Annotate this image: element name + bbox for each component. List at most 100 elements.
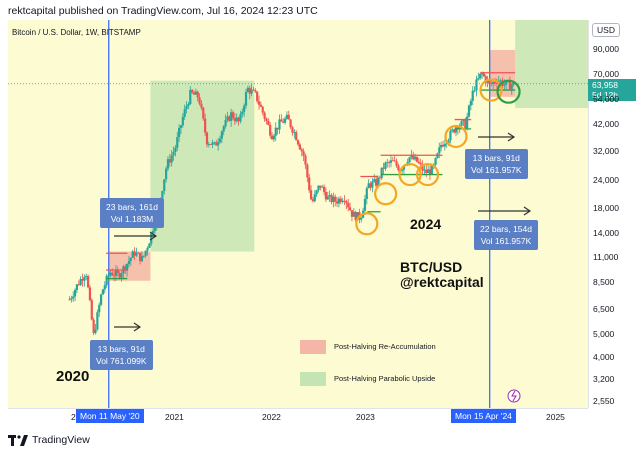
time-label-halving-2024: Mon 15 Apr '24 — [451, 409, 516, 423]
accumulation-circle — [479, 78, 503, 102]
candle-body — [278, 119, 281, 130]
candle-body — [215, 142, 218, 146]
candle-body — [111, 272, 114, 276]
candle-body — [298, 144, 302, 150]
label-ticker: BTC/USD — [400, 259, 463, 275]
candle-body — [440, 144, 443, 148]
candle-body — [302, 151, 305, 156]
candle-body — [85, 276, 88, 278]
legend-swatch-reaccumulation — [300, 340, 326, 354]
candle-body — [231, 112, 235, 119]
candle-body — [114, 270, 118, 276]
candle-body — [125, 263, 129, 271]
candle-body — [163, 179, 166, 191]
candle-body — [267, 121, 270, 125]
candle-body — [441, 144, 445, 147]
candle-body — [477, 78, 480, 80]
candle-body — [270, 135, 274, 140]
candle-body — [287, 114, 290, 120]
candle-body — [306, 164, 309, 178]
candle-body — [495, 83, 498, 84]
accumulation-circle — [444, 124, 468, 149]
candle-body — [308, 177, 311, 191]
price-axis-label: 2,550 — [593, 396, 615, 406]
publisher-header: rektcapital published on TradingView.com… — [8, 5, 318, 17]
candle-body — [81, 279, 84, 281]
last-price-tag: 63,958 5d 12h — [588, 79, 636, 101]
candle-body — [202, 107, 205, 119]
candle-body — [191, 89, 194, 93]
candle-body — [183, 109, 186, 117]
price-axis-label: 11,000 — [593, 251, 619, 262]
tradingview-brand: TradingView — [32, 434, 90, 446]
candle-body — [168, 159, 171, 163]
legend-swatch-parabolic — [300, 372, 326, 386]
candle-body — [174, 147, 177, 153]
info-box-line1: 22 bars, 154d — [480, 224, 532, 234]
candle-body — [120, 273, 123, 278]
info-box-line1: 23 bars, 161d — [106, 202, 158, 212]
candle-body — [321, 186, 324, 188]
candle-body — [460, 121, 463, 126]
candle-body — [92, 319, 95, 334]
price-axis-label: 4,000 — [593, 351, 615, 362]
candle-body — [373, 179, 376, 182]
candle-body — [343, 200, 346, 202]
time-label-2025: 2025 — [546, 412, 565, 422]
accumulation-circle — [355, 212, 379, 236]
candle-body — [139, 252, 142, 262]
projection-arrow-head — [149, 231, 158, 241]
candle-body — [410, 155, 413, 158]
candle-body — [77, 284, 80, 286]
candle-body — [150, 233, 153, 244]
candle-body — [311, 199, 315, 202]
candle-body — [490, 83, 493, 84]
candle-body — [408, 157, 411, 163]
candle-body — [107, 275, 110, 277]
tradingview-logo-icon — [8, 434, 28, 446]
legend-label-reaccumulation: Post-Halving Re-Accumulation — [334, 342, 436, 351]
last-price: 63,958 — [592, 80, 618, 90]
candle-body — [328, 194, 331, 197]
candle-body — [345, 201, 348, 204]
candle-body — [451, 129, 454, 131]
candle-body — [397, 165, 400, 171]
candle-body — [386, 162, 389, 164]
candle-body — [401, 169, 404, 172]
candle-body — [200, 103, 203, 108]
price-axis-label: 14,000 — [593, 227, 619, 238]
candle-body — [116, 270, 119, 273]
candle-body — [269, 124, 272, 136]
lightning-icon — [511, 390, 517, 402]
currency-button[interactable]: USD — [592, 23, 620, 37]
label-year-2020: 2020 — [56, 368, 90, 385]
candle-body — [492, 82, 495, 84]
time-scale[interactable] — [8, 408, 588, 426]
candle-body — [393, 160, 396, 162]
price-axis-label: 70,000 — [593, 68, 619, 79]
candle-body — [252, 89, 255, 91]
info-box-bars-91d-2024: 13 bars, 91d Vol 161.957K — [465, 149, 528, 179]
candle-body — [86, 276, 90, 288]
candle-body — [505, 81, 508, 85]
candle-body — [423, 169, 426, 171]
tradingview-footer[interactable]: TradingView — [8, 432, 90, 448]
time-label-2021: 2021 — [165, 412, 184, 422]
candle-body — [211, 142, 214, 145]
candle-body — [213, 142, 216, 144]
candle-body — [384, 162, 387, 169]
candle-body — [462, 120, 465, 122]
candle-body — [482, 73, 485, 77]
symbol-title: Bitcoin / U.S. Dollar, 1W, BITSTAMP — [12, 28, 141, 37]
candle-body — [475, 79, 478, 91]
zone-parabolic-2024 — [515, 20, 588, 109]
price-axis-label: 6,500 — [593, 303, 615, 314]
candle-body — [96, 312, 99, 330]
candle-body — [146, 247, 149, 251]
time-label-2020: 2 — [71, 412, 76, 422]
candle-body — [237, 117, 240, 122]
candle-body — [243, 105, 246, 112]
candle-body — [166, 159, 170, 169]
candle-body — [376, 177, 380, 186]
